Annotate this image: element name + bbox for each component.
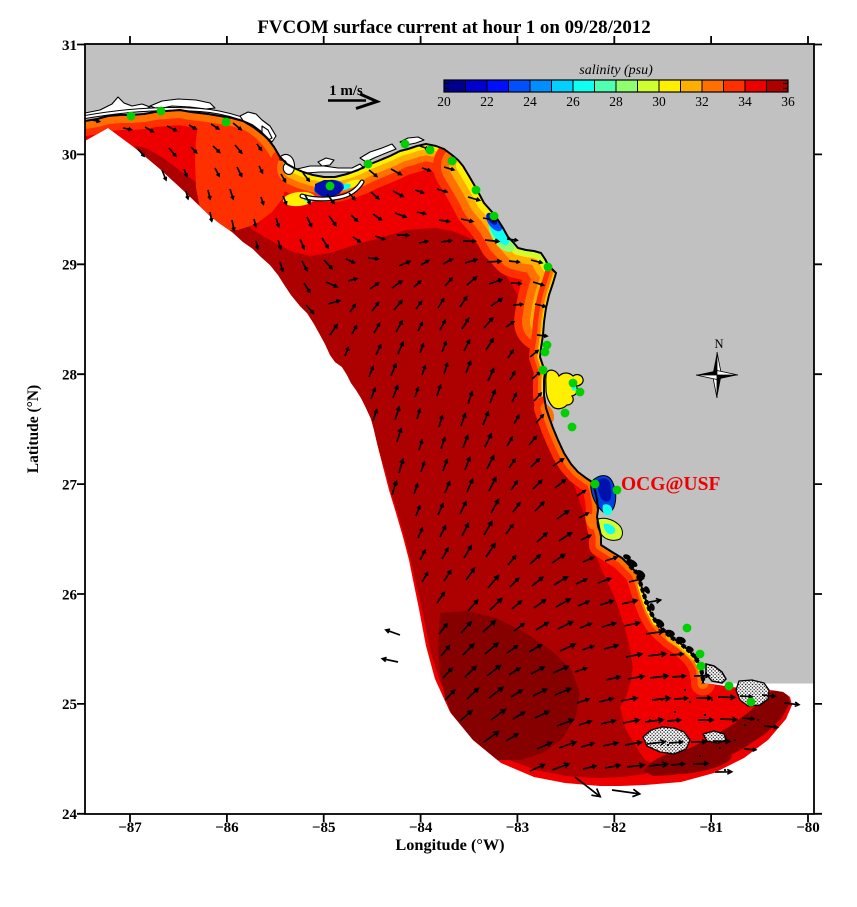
svg-text:32: 32 [695,94,709,109]
svg-text:−84: −84 [409,820,433,836]
svg-text:27: 27 [62,477,78,493]
svg-text:28: 28 [609,94,623,109]
svg-text:OCG@USF: OCG@USF [621,474,720,495]
svg-text:−86: −86 [215,820,239,836]
svg-text:24: 24 [62,807,78,823]
svg-text:FVCOM surface current at hour: FVCOM surface current at hour 1 on 09/28… [257,17,650,38]
svg-text:−87: −87 [118,820,142,836]
svg-text:25: 25 [62,697,77,713]
svg-text:36: 36 [781,94,795,109]
svg-text:−83: −83 [506,820,530,836]
svg-text:salinity (psu): salinity (psu) [579,63,653,78]
svg-text:−81: −81 [699,820,723,836]
svg-text:22: 22 [480,94,494,109]
svg-text:N: N [714,337,723,351]
svg-text:30: 30 [652,94,666,109]
svg-text:−80: −80 [796,820,820,836]
svg-text:−82: −82 [603,820,627,836]
svg-text:34: 34 [738,94,752,109]
svg-text:Longitude (°W): Longitude (°W) [395,835,504,854]
svg-text:29: 29 [62,258,77,274]
svg-text:20: 20 [437,94,451,109]
svg-text:24: 24 [523,94,537,109]
svg-text:Latitude (°N): Latitude (°N) [25,385,42,473]
svg-text:31: 31 [62,38,77,54]
svg-text:26: 26 [566,94,580,109]
svg-text:26: 26 [62,587,78,603]
svg-text:30: 30 [62,148,77,164]
svg-text:−85: −85 [312,820,336,836]
svg-text:1 m/s: 1 m/s [329,83,363,99]
svg-text:28: 28 [62,368,77,384]
